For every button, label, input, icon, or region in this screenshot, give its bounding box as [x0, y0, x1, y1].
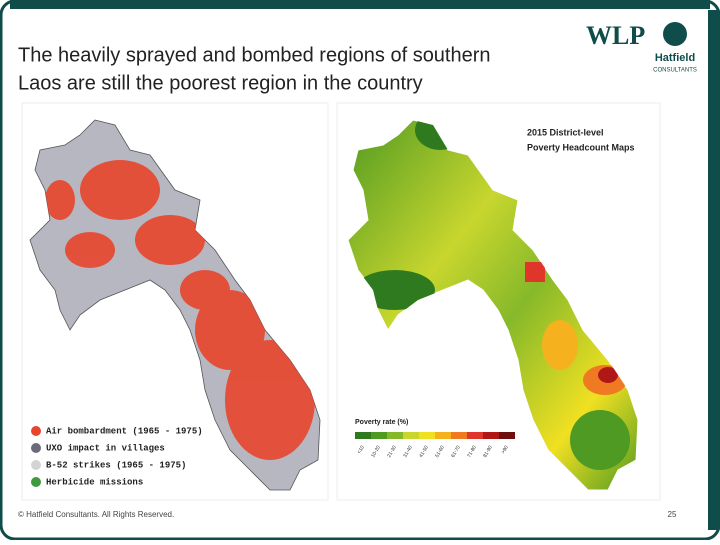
scale-label: >90 [500, 444, 510, 455]
scale-swatch [499, 432, 515, 439]
legend-label: B-52 strikes (1965 - 1975) [46, 460, 186, 470]
scale-label: 10-20 [370, 444, 382, 458]
legend-swatch [31, 443, 41, 453]
scale-swatch [435, 432, 451, 439]
side-band [708, 10, 718, 530]
scale-label: 81-90 [482, 444, 494, 458]
scale-label: <10 [356, 444, 366, 455]
scale-label: 61-70 [450, 444, 462, 458]
logo: CONSULTANTS [653, 68, 697, 74]
scale-swatch [371, 432, 387, 439]
scale-swatch [355, 432, 371, 439]
top-band [10, 0, 710, 9]
scale-swatch [403, 432, 419, 439]
footer: © Hatfield Consultants. All Rights Reser… [18, 510, 174, 519]
map-title: Poverty Headcount Maps [527, 142, 635, 152]
legend-swatch [31, 477, 41, 487]
scale-title: Poverty rate (%) [355, 419, 408, 426]
scale-label: 21-30 [386, 444, 398, 458]
logo: Hatfield [655, 52, 695, 64]
legend-label: Herbicide missions [46, 477, 143, 487]
logo-icon [663, 22, 687, 46]
bombing-areas [45, 160, 315, 460]
scale-swatch [451, 432, 467, 439]
logo: WLP [586, 21, 645, 50]
scale-label: 41-50 [418, 444, 430, 458]
scale-swatch [483, 432, 499, 439]
scale-label: 71-80 [466, 444, 478, 458]
map-title: 2015 District-level [527, 127, 604, 137]
scale-swatch [419, 432, 435, 439]
scale-label: 31-40 [402, 444, 414, 458]
legend-label: Air bombardment (1965 - 1975) [46, 426, 203, 436]
legend-swatch [31, 426, 41, 436]
title: The heavily sprayed and bombed regions o… [18, 44, 491, 66]
scale-swatch [467, 432, 483, 439]
legend-label: UXO impact in villages [46, 443, 165, 453]
scale-swatch [387, 432, 403, 439]
legend-swatch [31, 460, 41, 470]
title: Laos are still the poorest region in the… [18, 72, 423, 94]
scale-label: 51-60 [434, 444, 446, 458]
page-number: 25 [668, 510, 677, 519]
